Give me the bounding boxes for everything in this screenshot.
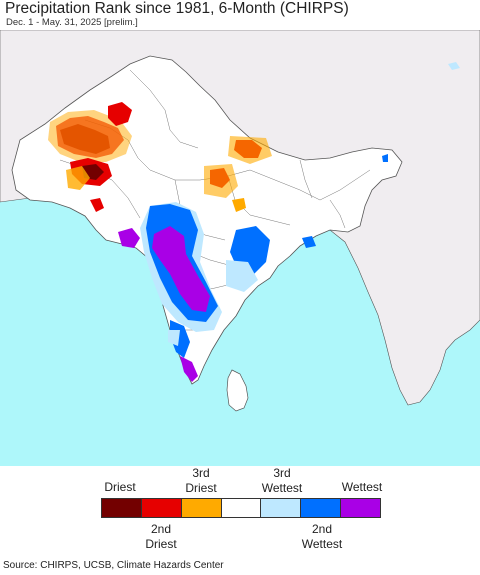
source-credit: Source: CHIRPS, UCSB, Climate Hazards Ce… bbox=[3, 560, 224, 571]
legend-label-3rd-driest: 3rd Driest bbox=[185, 466, 217, 495]
legend-swatch-normal bbox=[221, 499, 262, 517]
legend-label-driest: Driest bbox=[104, 480, 136, 494]
legend-label-2nd-driest: 2nd Driest bbox=[145, 522, 177, 551]
legend-swatch-2nd-driest bbox=[141, 499, 182, 517]
legend-label-2nd-wettest: 2nd Wettest bbox=[301, 522, 343, 551]
map-subtitle: Dec. 1 - May. 31, 2025 [prelim.] bbox=[6, 17, 138, 28]
wet-anomalies bbox=[118, 62, 460, 382]
legend-label-wettest: Wettest bbox=[341, 480, 383, 494]
legend-color-bar bbox=[101, 498, 381, 518]
legend-label-3rd-wettest: 3rd Wettest bbox=[261, 466, 303, 495]
legend-swatch-2nd-wettest bbox=[301, 499, 342, 517]
sri-lanka bbox=[226, 369, 249, 412]
map-title: Precipitation Rank since 1981, 6-Month (… bbox=[5, 0, 349, 17]
legend-swatch-3rd-wettest bbox=[261, 499, 302, 517]
legend-swatch-driest bbox=[102, 499, 142, 517]
dry-anomalies bbox=[48, 102, 272, 212]
legend-swatch-wettest bbox=[341, 499, 381, 517]
legend-swatch-3rd-driest bbox=[181, 499, 222, 517]
precipitation-map bbox=[0, 30, 480, 466]
